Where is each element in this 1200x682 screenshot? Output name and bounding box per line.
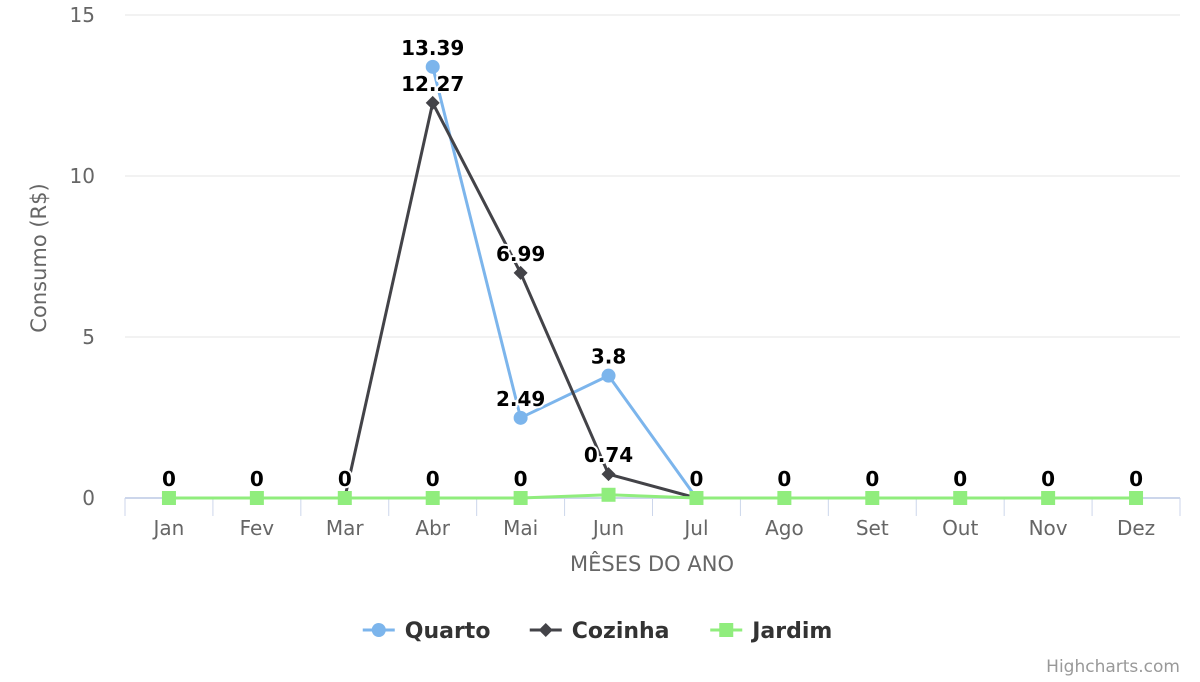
series-jardim bbox=[161, 487, 1144, 505]
data-point bbox=[513, 265, 528, 280]
data-label: 0 bbox=[426, 467, 440, 491]
data-label: 0 bbox=[1129, 467, 1143, 491]
data-point bbox=[601, 467, 616, 482]
legend-label: Jardim bbox=[750, 619, 832, 644]
legend-label: Quarto bbox=[405, 619, 491, 644]
data-label: 13.39 bbox=[401, 36, 464, 60]
y-tick-label: 0 bbox=[82, 486, 95, 510]
x-tick-label: Jun bbox=[591, 516, 624, 540]
series-layer bbox=[161, 59, 1144, 505]
data-point bbox=[601, 368, 616, 383]
series-line bbox=[167, 493, 1138, 500]
y-axis-title: Consumo (R$) bbox=[27, 183, 51, 332]
data-label: 0 bbox=[953, 467, 967, 491]
x-axis: Jan Fev Mar Abr Mai Jun Jul Ago Set Out Nov Dez bbox=[124, 497, 1181, 540]
grid-lines bbox=[125, 14, 1180, 338]
y-tick-label: 15 bbox=[70, 3, 95, 27]
data-labels: 13.39 2.49 3.8 0 12.27 6.99 0.74 0 0 0 0 0 0 0 0 0 0 bbox=[160, 34, 1145, 493]
data-label: 0 bbox=[250, 467, 264, 491]
data-label: 0 bbox=[338, 467, 352, 491]
data-point bbox=[425, 491, 440, 505]
data-point bbox=[601, 487, 616, 502]
x-tick-label: Jul bbox=[682, 516, 708, 540]
x-tick-label: Fev bbox=[240, 516, 275, 540]
data-point bbox=[865, 491, 880, 505]
data-label: 0.74 bbox=[584, 443, 633, 467]
legend-label: Cozinha bbox=[572, 619, 670, 644]
data-point bbox=[161, 491, 176, 505]
data-point bbox=[953, 491, 968, 505]
legend[interactable]: Quarto Cozinha Jardim bbox=[362, 619, 833, 644]
data-label: 0 bbox=[1041, 467, 1055, 491]
data-point bbox=[1041, 491, 1056, 505]
data-label: 0 bbox=[514, 467, 528, 491]
data-point bbox=[513, 410, 528, 425]
series-quarto bbox=[425, 59, 704, 505]
series-cozinha bbox=[337, 95, 704, 505]
x-tick-label: Nov bbox=[1029, 516, 1068, 540]
x-tick-label: Jan bbox=[152, 516, 185, 540]
legend-item-cozinha[interactable]: Cozinha bbox=[529, 619, 670, 644]
x-tick-label: Set bbox=[856, 516, 889, 540]
data-point bbox=[689, 491, 704, 505]
series-line bbox=[343, 101, 698, 500]
series-line bbox=[431, 65, 698, 500]
data-point bbox=[777, 491, 792, 505]
data-point bbox=[513, 491, 528, 505]
x-tick-label: Mai bbox=[503, 516, 538, 540]
data-point bbox=[425, 59, 440, 74]
legend-item-jardim[interactable]: Jardim bbox=[710, 619, 832, 644]
x-tick-label: Abr bbox=[415, 516, 450, 540]
data-label: 0 bbox=[777, 467, 791, 491]
x-axis-title: MÊSES DO ANO bbox=[570, 551, 734, 576]
data-label: 6.99 bbox=[496, 242, 545, 266]
x-tick-label: Dez bbox=[1117, 516, 1155, 540]
data-label: 0 bbox=[865, 467, 879, 491]
data-point bbox=[425, 95, 440, 110]
y-tick-label: 5 bbox=[82, 325, 95, 349]
data-point bbox=[249, 491, 264, 505]
y-axis-tick-labels: 0 5 10 15 bbox=[70, 3, 95, 510]
legend-symbol-marker bbox=[538, 623, 553, 637]
data-label: 12.27 bbox=[401, 72, 464, 96]
legend-symbol-marker bbox=[371, 623, 386, 637]
x-tick-label: Out bbox=[942, 516, 978, 540]
legend-symbol-marker bbox=[719, 623, 734, 637]
data-label: 0 bbox=[162, 467, 176, 491]
x-tick-label: Mar bbox=[326, 516, 365, 540]
data-point bbox=[1129, 491, 1144, 505]
data-label: 0 bbox=[689, 467, 703, 491]
x-tick-label: Ago bbox=[765, 516, 804, 540]
data-point bbox=[337, 491, 352, 505]
data-label: 3.8 bbox=[591, 345, 626, 369]
y-tick-label: 10 bbox=[70, 164, 95, 188]
data-label: 2.49 bbox=[496, 387, 545, 411]
credits-link[interactable]: Highcharts.com bbox=[1046, 657, 1180, 677]
legend-item-quarto[interactable]: Quarto bbox=[362, 619, 491, 644]
